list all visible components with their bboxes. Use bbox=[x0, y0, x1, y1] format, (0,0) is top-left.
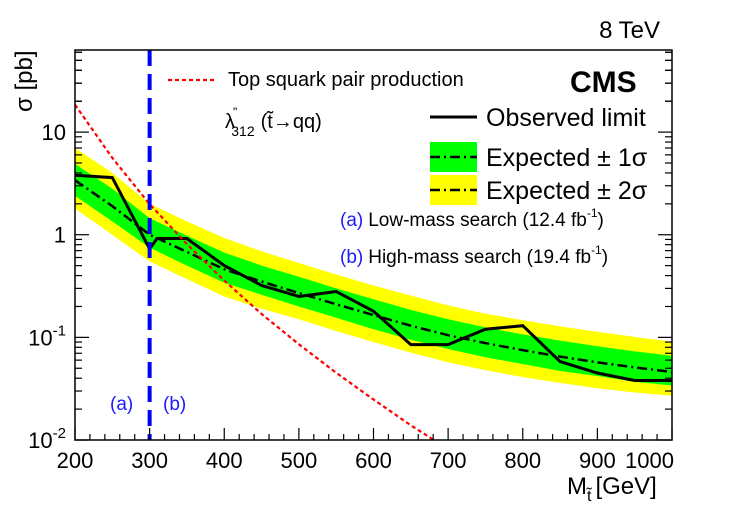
x-axis-label-unit: [GeV] bbox=[595, 473, 656, 500]
x-tick-label: 1000 bbox=[625, 448, 674, 473]
expected-limit-line bbox=[75, 179, 672, 374]
process-subscript: 312 bbox=[231, 123, 255, 139]
legend-search-b-tail: ) bbox=[602, 247, 608, 268]
legend-search-b-tag: (b) bbox=[340, 247, 363, 268]
region-a-label: (a) bbox=[110, 394, 133, 415]
legend-search-a: (a) Low-mass search (12.4 fb-1) bbox=[340, 206, 604, 231]
y-tick-label: 1 bbox=[54, 223, 66, 248]
legend-1sigma-label: Expected ± 1σ bbox=[486, 144, 648, 172]
x-axis-label: Mt̃ [GeV] bbox=[567, 473, 657, 505]
process-decay: (t̃→qq) bbox=[261, 110, 322, 133]
x-axis-label-sub: t̃ bbox=[585, 486, 592, 505]
expected-2sigma-band bbox=[75, 148, 672, 396]
legend-search-a-sup: -1 bbox=[587, 206, 598, 220]
x-tick-label: 800 bbox=[504, 448, 541, 473]
x-tick-label: 300 bbox=[131, 448, 168, 473]
legend-observed-label: Observed limit bbox=[486, 104, 646, 132]
cms-label: CMS bbox=[570, 66, 637, 99]
y-tick-label: 10 bbox=[42, 120, 66, 145]
process-superscript: " bbox=[233, 105, 237, 119]
legend-search-b: (b) High-mass search (19.4 fb-1) bbox=[340, 243, 608, 268]
y-tick-label: 10-1 bbox=[28, 322, 66, 350]
energy-label: 8 TeV bbox=[599, 17, 660, 44]
legend-search-b-sup: -1 bbox=[591, 243, 602, 257]
x-tick-label: 700 bbox=[430, 448, 467, 473]
x-tick-label: 900 bbox=[579, 448, 616, 473]
x-tick-label: 600 bbox=[355, 448, 392, 473]
x-tick-label: 500 bbox=[281, 448, 318, 473]
legend-search-a-tail: ) bbox=[598, 210, 604, 231]
legend-search-a-text: Low-mass search (12.4 fb bbox=[368, 210, 587, 231]
process-label: λ" 312 (t̃→qq) bbox=[225, 105, 322, 139]
axis-ticks bbox=[74, 51, 673, 441]
x-tick-labels: 200 300 400 500 600 700 800 900 1000 bbox=[57, 448, 674, 473]
legend-2sigma-label: Expected ± 2σ bbox=[486, 177, 648, 205]
legend-theory-label: Top squark pair production bbox=[228, 69, 464, 91]
y-axis-label: σ [pb] bbox=[11, 50, 38, 112]
region-b-label: (b) bbox=[163, 394, 186, 415]
x-tick-label: 400 bbox=[206, 448, 243, 473]
process-symbol: λ bbox=[225, 111, 235, 133]
y-tick-label: 10-2 bbox=[28, 425, 66, 453]
legend-search-b-text: High-mass search (19.4 fb bbox=[368, 247, 591, 268]
legend-search-a-tag: (a) bbox=[340, 210, 363, 231]
x-axis-label-main: M bbox=[567, 473, 587, 500]
theory-cross-section-line bbox=[75, 104, 436, 440]
observed-limit-line bbox=[75, 173, 672, 382]
x-tick-label: 200 bbox=[57, 448, 94, 473]
y-tick-labels: 10-2 10-1 1 10 bbox=[28, 120, 66, 453]
